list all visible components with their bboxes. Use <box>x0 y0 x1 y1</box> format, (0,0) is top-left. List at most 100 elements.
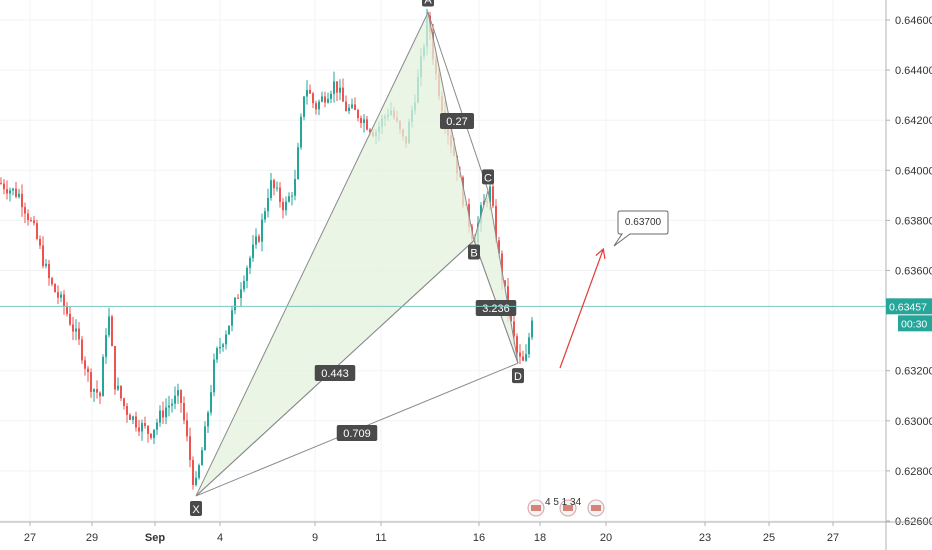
candle-body <box>3 183 5 190</box>
y-tick-label: 0.63000 <box>895 416 932 428</box>
ratio-label-xb[interactable]: 0.443 <box>314 365 356 381</box>
candle-body <box>210 392 212 413</box>
target-callout[interactable]: 0.63700 <box>613 210 669 247</box>
candle-body <box>243 280 245 290</box>
x-tick-label: 23 <box>699 532 711 544</box>
candle-body <box>69 313 71 325</box>
candle-body <box>273 180 275 189</box>
candle-body <box>141 423 143 432</box>
candle-body <box>339 87 341 93</box>
pattern-point-a[interactable]: A <box>422 0 434 6</box>
candle-body <box>102 356 104 397</box>
candle-body <box>315 103 317 110</box>
point-label-bg <box>512 368 524 384</box>
candle-body <box>264 211 266 220</box>
ratio-label-bd[interactable]: 3.236 <box>475 300 517 316</box>
y-tick-label: 0.63200 <box>895 366 932 378</box>
candle-body <box>114 346 116 390</box>
candle-body <box>36 223 38 239</box>
y-tick-label: 0.64000 <box>895 165 932 177</box>
candle-body <box>192 460 194 485</box>
point-label-bg <box>482 169 494 185</box>
candle-body <box>162 410 164 418</box>
price-axis[interactable]: 0.64600 0.64400 0.64200 0.64000 0.63800 0.636… <box>885 0 932 550</box>
candle-body <box>78 328 80 340</box>
candle-body <box>15 188 17 197</box>
ratio-label-ac[interactable]: 0.27 <box>440 113 474 129</box>
current-price-tag-text: 0.63457 <box>889 301 927 313</box>
candle-body <box>282 201 284 211</box>
candle-body <box>219 346 221 349</box>
candle-body <box>300 116 302 148</box>
candle-body <box>189 436 191 461</box>
candle-body <box>30 220 32 222</box>
x-tick-label: 11 <box>375 532 386 544</box>
ratio-label-bg <box>475 300 517 316</box>
point-label: X <box>192 504 200 516</box>
candle-body <box>528 337 530 355</box>
candle-body <box>255 236 257 245</box>
candle-body <box>27 213 29 221</box>
flag-stripe <box>531 505 541 511</box>
candle-body <box>252 244 254 259</box>
projection-arrow[interactable] <box>559 250 603 369</box>
pattern-point-x[interactable]: X <box>190 500 202 516</box>
point-label: A <box>424 0 432 6</box>
candle-body <box>39 238 41 246</box>
candle-body <box>258 236 260 242</box>
candle-body <box>93 389 95 392</box>
candle-body <box>123 398 125 406</box>
ratio-label-xd[interactable]: 0.709 <box>336 425 378 441</box>
candle-body <box>531 320 533 338</box>
point-label-bg <box>468 244 480 260</box>
candle-body <box>246 267 248 281</box>
candle-body <box>63 294 65 307</box>
candle-body <box>198 465 200 478</box>
pattern-point-c[interactable]: C <box>482 169 494 185</box>
candle-body <box>24 207 26 214</box>
x-tick-label: 16 <box>473 532 485 544</box>
candle-body <box>6 189 8 194</box>
candle-body <box>306 89 308 97</box>
candle-body <box>0 182 2 184</box>
time-axis[interactable]: 27 29 Sep 4 9 11 16 18 20 23 25 27 <box>0 521 932 544</box>
y-tick-label: 0.64200 <box>895 115 932 127</box>
candle-body <box>492 186 494 206</box>
candle-body <box>213 359 215 393</box>
x-tick-label: 29 <box>86 532 98 544</box>
candle-body <box>132 416 134 420</box>
candle-body <box>72 324 74 332</box>
candle-body <box>369 129 371 133</box>
current-price-tag[interactable]: 0.63457 <box>886 298 932 315</box>
candle-body <box>45 263 47 266</box>
candle-body <box>147 425 149 434</box>
economic-events[interactable]: 4 5 1 34 <box>527 497 605 517</box>
ratio-label-bg <box>336 425 378 441</box>
x-tick-label: 25 <box>763 532 775 544</box>
pattern-point-d[interactable]: D <box>512 368 524 384</box>
target-callout-box <box>613 210 669 247</box>
countdown-tag-bg <box>898 315 932 332</box>
candle-body <box>108 316 110 336</box>
pattern-point-b[interactable]: B <box>468 244 480 260</box>
point-label: B <box>470 247 477 259</box>
candle-body <box>57 292 59 298</box>
candle-body <box>501 253 503 281</box>
y-tick-label: 0.64400 <box>895 65 932 77</box>
candle-body <box>225 334 227 345</box>
candle-body <box>231 310 233 326</box>
candle-body <box>270 180 272 198</box>
grid <box>0 0 886 522</box>
candle-body <box>504 280 506 287</box>
point-label: C <box>484 172 492 184</box>
harmonic-pattern[interactable]: X A B C D 0.443 0.27 3.236 0.709 <box>190 0 524 516</box>
candle-body <box>351 104 353 108</box>
candle-body <box>171 403 173 406</box>
candle-body <box>366 119 368 130</box>
candle-body <box>288 196 290 202</box>
candle-body <box>99 392 101 397</box>
candle-body <box>294 179 296 196</box>
candle-body <box>267 197 269 212</box>
pattern-line-ac[interactable] <box>427 12 489 191</box>
